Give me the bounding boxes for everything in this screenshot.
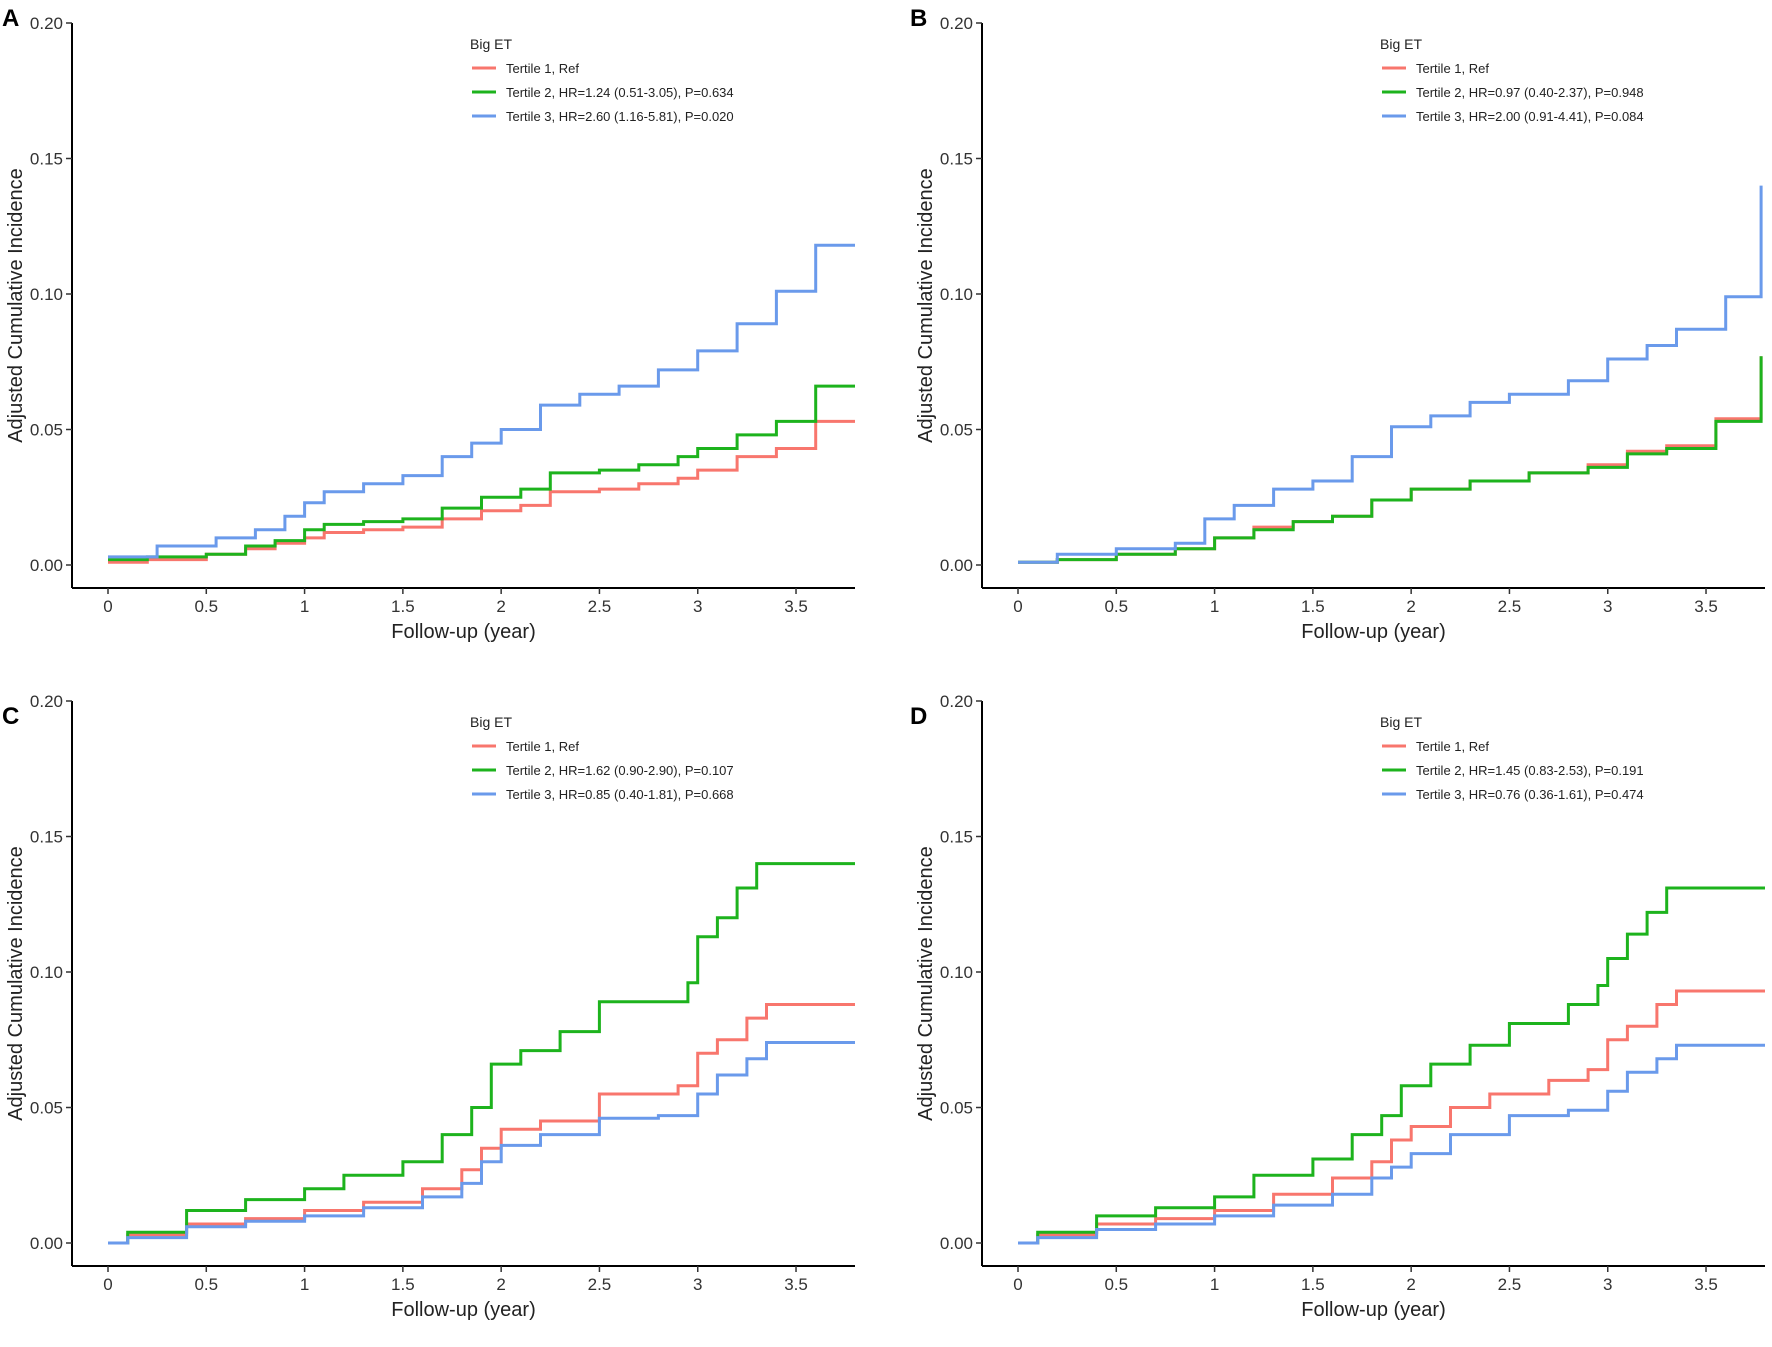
x-tick-label: 1.5	[1301, 597, 1325, 616]
x-tick-label: 3.5	[784, 1275, 808, 1294]
x-tick-label: 2	[496, 1275, 505, 1294]
x-axis-title: Follow-up (year)	[391, 621, 535, 643]
series-line-tertile-3	[108, 243, 855, 559]
y-tick-label: 0.10	[940, 285, 973, 304]
y-tick-label: 0.20	[30, 14, 63, 33]
panel-letter: C	[2, 703, 19, 730]
x-tick-label: 0.5	[1104, 1275, 1128, 1294]
series-line-tertile-2	[1018, 886, 1765, 1245]
y-tick-label: 0.00	[30, 556, 63, 575]
y-axis-title: Adjusted Cumulative Incidence	[915, 168, 937, 443]
y-tick-label: 0.00	[30, 1234, 63, 1253]
series-line-tertile-3	[1018, 185, 1763, 564]
x-tick-label: 0.5	[194, 597, 218, 616]
legend-title: Big ET	[1380, 714, 1422, 730]
legend-label-tertile-1: Tertile 1, Ref	[506, 739, 579, 754]
x-tick-label: 1.5	[1301, 1275, 1325, 1294]
y-tick-label: 0.05	[940, 1099, 973, 1118]
legend-label-tertile-3: Tertile 3, HR=0.85 (0.40-1.81), P=0.668	[506, 787, 734, 802]
x-tick-label: 2.5	[1498, 597, 1522, 616]
x-tick-label: 2	[1406, 1275, 1415, 1294]
panel-letter: D	[910, 703, 927, 730]
panel-letter: B	[910, 5, 927, 32]
legend-label-tertile-2: Tertile 2, HR=1.62 (0.90-2.90), P=0.107	[506, 763, 734, 778]
series-line-tertile-2	[108, 862, 855, 1245]
legend-label-tertile-1: Tertile 1, Ref	[1416, 61, 1489, 76]
x-tick-label: 0	[103, 597, 112, 616]
panel-c: C 0.00 0.05 0.10 0.15 0.20 0 0.5 1 1.5 2 2.5 3 3.5 Fol…	[2, 692, 855, 1321]
y-axis-title: Adjusted Cumulative Incidence	[5, 846, 27, 1121]
legend-label-tertile-1: Tertile 1, Ref	[506, 61, 579, 76]
x-tick-label: 0	[103, 1275, 112, 1294]
legend-label-tertile-3: Tertile 3, HR=2.00 (0.91-4.41), P=0.084	[1416, 109, 1644, 124]
legend-label-tertile-3: Tertile 3, HR=0.76 (0.36-1.61), P=0.474	[1416, 787, 1644, 802]
x-tick-label: 1	[1210, 1275, 1219, 1294]
series-line-tertile-1	[108, 419, 855, 564]
y-tick-label: 0.15	[940, 828, 973, 847]
x-tick-label: 3	[1603, 597, 1612, 616]
x-tick-label: 0	[1013, 1275, 1022, 1294]
x-tick-label: 1	[300, 1275, 309, 1294]
legend-label-tertile-2: Tertile 2, HR=1.45 (0.83-2.53), P=0.191	[1416, 763, 1644, 778]
series-line-tertile-1	[108, 1003, 855, 1245]
y-tick-label: 0.10	[30, 963, 63, 982]
x-tick-label: 1.5	[391, 597, 415, 616]
y-tick-label: 0.15	[30, 150, 63, 169]
legend-label-tertile-1: Tertile 1, Ref	[1416, 739, 1489, 754]
x-tick-label: 0	[1013, 597, 1022, 616]
legend-title: Big ET	[470, 36, 512, 52]
x-tick-label: 3.5	[784, 597, 808, 616]
y-tick-label: 0.05	[940, 421, 973, 440]
panel-d: D 0.00 0.05 0.10 0.15 0.20 0 0.5 1 1.5 2 2.5 3 3.5 Fol…	[910, 692, 1765, 1321]
x-tick-label: 2.5	[1498, 1275, 1522, 1294]
y-tick-label: 0.20	[30, 692, 63, 711]
x-tick-label: 3	[1603, 1275, 1612, 1294]
y-tick-label: 0.00	[940, 556, 973, 575]
x-tick-label: 1	[300, 597, 309, 616]
x-tick-label: 2	[1406, 597, 1415, 616]
legend-label-tertile-3: Tertile 3, HR=2.60 (1.16-5.81), P=0.020	[506, 109, 734, 124]
series-line-tertile-1	[1018, 356, 1763, 564]
x-tick-label: 3.5	[1694, 1275, 1718, 1294]
legend-title: Big ET	[470, 714, 512, 730]
panel-letter: A	[2, 5, 19, 32]
x-tick-label: 3	[693, 1275, 702, 1294]
x-axis-title: Follow-up (year)	[1301, 621, 1445, 643]
x-tick-label: 2.5	[588, 1275, 612, 1294]
y-tick-label: 0.00	[940, 1234, 973, 1253]
y-tick-label: 0.05	[30, 1099, 63, 1118]
series-line-tertile-1	[1018, 989, 1765, 1245]
legend-label-tertile-2: Tertile 2, HR=0.97 (0.40-2.37), P=0.948	[1416, 85, 1644, 100]
y-tick-label: 0.05	[30, 421, 63, 440]
y-tick-label: 0.15	[940, 150, 973, 169]
x-tick-label: 2	[496, 597, 505, 616]
series-line-tertile-2	[1018, 356, 1763, 564]
x-tick-label: 2.5	[588, 597, 612, 616]
x-axis-title: Follow-up (year)	[1301, 1299, 1445, 1321]
x-tick-label: 0.5	[1104, 597, 1128, 616]
series-line-tertile-2	[108, 384, 855, 562]
x-tick-label: 1	[1210, 597, 1219, 616]
series-line-tertile-3	[108, 1041, 855, 1245]
x-tick-label: 1.5	[391, 1275, 415, 1294]
legend-label-tertile-2: Tertile 2, HR=1.24 (0.51-3.05), P=0.634	[506, 85, 734, 100]
x-tick-label: 3.5	[1694, 597, 1718, 616]
y-tick-label: 0.15	[30, 828, 63, 847]
y-tick-label: 0.20	[940, 14, 973, 33]
x-tick-label: 3	[693, 597, 702, 616]
y-axis-title: Adjusted Cumulative Incidence	[5, 168, 27, 443]
y-axis-title: Adjusted Cumulative Incidence	[915, 846, 937, 1121]
x-tick-label: 0.5	[194, 1275, 218, 1294]
legend-title: Big ET	[1380, 36, 1422, 52]
x-axis-title: Follow-up (year)	[391, 1299, 535, 1321]
y-tick-label: 0.10	[940, 963, 973, 982]
y-tick-label: 0.10	[30, 285, 63, 304]
panel-a: A 0.00 0.05 0.10 0.15 0.20 0 0.5 1 1.5 2 2.5 3 3.5 Fol…	[2, 5, 855, 643]
y-tick-label: 0.20	[940, 692, 973, 711]
series-line-tertile-3	[1018, 1043, 1765, 1245]
panel-b: B 0.00 0.05 0.10 0.15 0.20 0 0.5 1 1.5 2 2.5 3 3.5 Fol…	[910, 5, 1765, 643]
